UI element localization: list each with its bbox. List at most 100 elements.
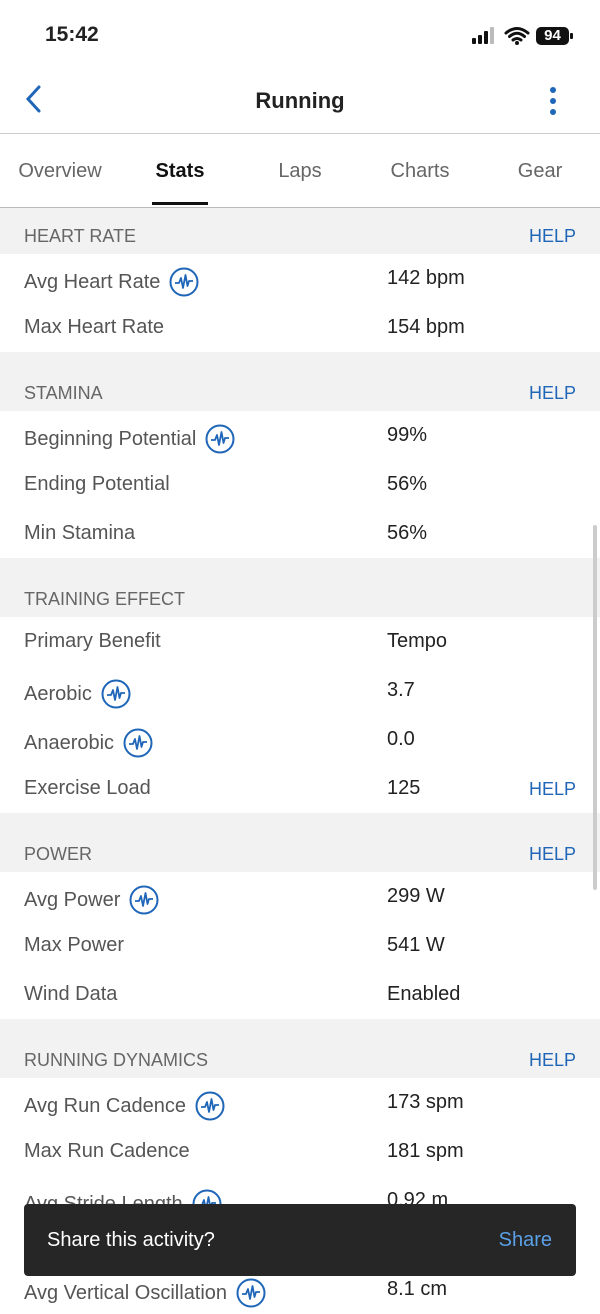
- stat-value: 8.1 cm: [387, 1278, 448, 1300]
- stat-value: 99%: [387, 424, 428, 446]
- stat-row: Min Stamina 56%: [0, 509, 600, 558]
- stat-label: Anaerobic: [24, 728, 153, 758]
- label-text: Beginning Potential: [24, 427, 197, 450]
- stat-row: Exercise Load 125 HELP: [0, 764, 600, 813]
- menu-button[interactable]: [545, 86, 561, 118]
- help-link[interactable]: HELP: [528, 779, 576, 799]
- section: POWER HELP Avg Power 299 W Max Power 541 W Win…: [0, 813, 600, 1019]
- share-button[interactable]: Share: [498, 1229, 552, 1251]
- section-header: TRAINING EFFECT: [0, 558, 600, 617]
- battery-level: 94: [544, 27, 561, 44]
- stat-row: Avg Vertical Oscillation 8.1 cm: [0, 1265, 600, 1314]
- clock: 15:42: [45, 23, 99, 46]
- help-link[interactable]: HELP: [528, 226, 576, 246]
- stat-value: 299 W: [387, 885, 445, 907]
- stat-value: 142 bpm: [387, 267, 465, 289]
- stat-label: Avg Heart Rate: [24, 267, 199, 297]
- stat-row: Aerobic 3.7: [0, 666, 600, 715]
- chart-icon[interactable]: [123, 728, 153, 758]
- tab[interactable]: Laps: [278, 160, 322, 182]
- stat-row: Avg Heart Rate 142 bpm: [0, 254, 600, 303]
- stat-label: Primary Benefit: [24, 630, 161, 653]
- stat-value: 3.7: [387, 679, 415, 701]
- label-text: Wind Data: [24, 983, 118, 1005]
- scrollbar: [593, 525, 597, 890]
- stat-label: Aerobic: [24, 679, 131, 709]
- stat-label: Max Heart Rate: [24, 316, 164, 339]
- page-title: Running: [255, 88, 345, 113]
- tab-bar: Overview Stats Laps Charts Gear: [0, 134, 600, 208]
- toast-text: Share this activity?: [47, 1229, 215, 1251]
- stat-row: Beginning Potential 99%: [0, 411, 600, 460]
- back-button[interactable]: [20, 84, 48, 114]
- stats-list: HEART RATE HELP Avg Heart Rate 142 bpm Max H…: [0, 208, 600, 1314]
- help-link[interactable]: HELP: [528, 383, 576, 403]
- stat-value: 56%: [387, 522, 428, 544]
- section: TRAINING EFFECT Primary Benefit Tempo Aerob…: [0, 558, 600, 813]
- section-header: HEART RATE HELP: [0, 208, 600, 254]
- section-title: RUNNING DYNAMICS: [24, 1050, 209, 1070]
- label-text: Avg Heart Rate: [24, 270, 161, 293]
- stat-value: 56%: [387, 473, 428, 495]
- stat-row: Anaerobic 0.0: [0, 715, 600, 764]
- section: HEART RATE HELP Avg Heart Rate 142 bpm Max H…: [0, 208, 600, 352]
- tab[interactable]: Gear: [517, 160, 563, 182]
- chart-icon[interactable]: [195, 1091, 225, 1121]
- stat-row: Max Heart Rate 154 bpm: [0, 303, 600, 352]
- tab[interactable]: Overview: [18, 160, 102, 182]
- stat-row: Ending Potential 56%: [0, 460, 600, 509]
- stat-label: Exercise Load: [24, 777, 151, 800]
- chart-icon[interactable]: [101, 679, 131, 709]
- nav-bar: Running: [0, 70, 600, 134]
- stat-row: Wind Data Enabled: [0, 970, 600, 1019]
- stat-row: Max Run Cadence 181 spm: [0, 1127, 600, 1176]
- section-header: STAMINA HELP: [0, 352, 600, 411]
- chart-icon[interactable]: [129, 885, 159, 915]
- stat-row: Primary Benefit Tempo: [0, 617, 600, 666]
- stat-value: 125: [387, 777, 421, 799]
- stat-label: Min Stamina: [24, 522, 135, 545]
- stat-row: Avg Power 299 W: [0, 872, 600, 921]
- label-text: Ending Potential: [24, 473, 170, 495]
- share-toast: Share this activity? Share: [24, 1204, 576, 1276]
- label-text: Max Run Cadence: [24, 1140, 190, 1162]
- stat-label: Max Run Cadence: [24, 1140, 190, 1163]
- section-title: POWER: [24, 844, 93, 864]
- tab[interactable]: Charts: [390, 160, 450, 182]
- help-link[interactable]: HELP: [528, 1050, 576, 1070]
- chart-icon[interactable]: [169, 267, 199, 297]
- stat-row: Max Power 541 W: [0, 921, 600, 970]
- chart-icon[interactable]: [205, 424, 235, 454]
- chart-icon[interactable]: [236, 1278, 266, 1308]
- stat-value: 154 bpm: [387, 316, 465, 338]
- label-text: Min Stamina: [24, 522, 136, 544]
- label-text: Max Power: [24, 934, 125, 956]
- label-text: Exercise Load: [24, 777, 151, 799]
- stat-label: Max Power: [24, 934, 124, 957]
- stat-value: Enabled: [387, 983, 461, 1005]
- stat-value: 0.0: [387, 728, 415, 750]
- section-title: HEART RATE: [24, 226, 137, 246]
- stat-row: Avg Run Cadence 173 spm: [0, 1078, 600, 1127]
- label-text: Anaerobic: [24, 731, 115, 754]
- status-icons: [472, 27, 573, 45]
- section-title: TRAINING EFFECT: [24, 589, 185, 609]
- stat-value: 173 spm: [387, 1091, 464, 1113]
- section-header: POWER HELP: [0, 813, 600, 872]
- stat-value: 181 spm: [387, 1140, 464, 1162]
- stat-label: Avg Power: [24, 885, 159, 915]
- stat-value: 541 W: [387, 934, 445, 956]
- label-text: Avg Vertical Oscillation: [24, 1281, 228, 1304]
- section-title: STAMINA: [24, 383, 103, 403]
- label-text: Aerobic: [24, 682, 92, 705]
- section: STAMINA HELP Beginning Potential 99% Ending …: [0, 352, 600, 558]
- help-link[interactable]: HELP: [528, 844, 576, 864]
- stat-value: Tempo: [387, 630, 448, 652]
- stat-label: Ending Potential: [24, 473, 170, 496]
- label-text: Avg Power: [24, 888, 121, 911]
- stat-label: Avg Run Cadence: [24, 1091, 225, 1121]
- stat-label: Wind Data: [24, 983, 117, 1006]
- tab[interactable]: Stats: [120, 134, 240, 207]
- stat-label: Avg Vertical Oscillation: [24, 1278, 266, 1308]
